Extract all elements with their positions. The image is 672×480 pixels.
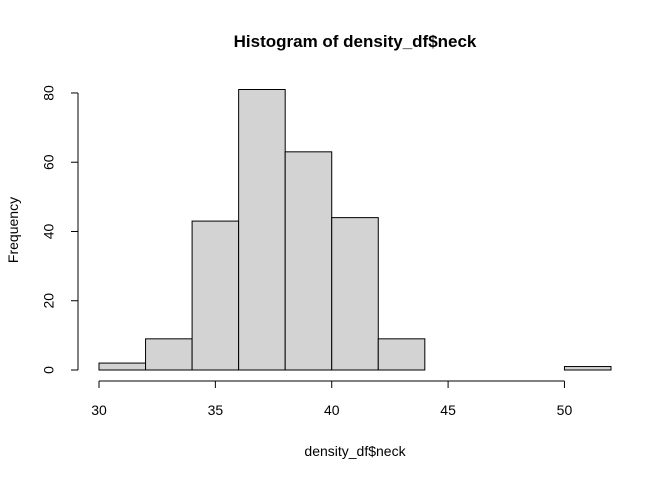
y-tick-label: 20 [41, 293, 57, 309]
y-axis: 0 20 40 60 80 [41, 85, 79, 374]
x-axis: 30 35 40 45 50 [91, 380, 573, 418]
histogram-bar [191, 220, 240, 371]
y-axis-label: Frequency [5, 197, 21, 263]
histogram-bar [145, 338, 193, 371]
x-tick-label: 35 [208, 402, 224, 418]
histogram-bar [238, 89, 286, 371]
bars-group [98, 89, 612, 371]
y-tick-label: 60 [41, 154, 57, 170]
x-tick-label: 50 [557, 402, 573, 418]
x-tick-label: 45 [440, 402, 456, 418]
histogram-bar [331, 217, 379, 371]
y-tick-label: 0 [41, 366, 57, 374]
histogram-bar [563, 366, 612, 371]
y-tick-label: 40 [41, 223, 57, 239]
x-tick-label: 30 [91, 402, 107, 418]
histogram-bar [377, 338, 426, 371]
histogram-bar [98, 362, 147, 371]
x-axis-label: density_df$neck [304, 443, 406, 459]
chart-title: Histogram of density_df$neck [234, 32, 477, 51]
histogram-bar [284, 151, 333, 371]
y-tick-label: 80 [41, 85, 57, 101]
x-tick-label: 40 [324, 402, 340, 418]
